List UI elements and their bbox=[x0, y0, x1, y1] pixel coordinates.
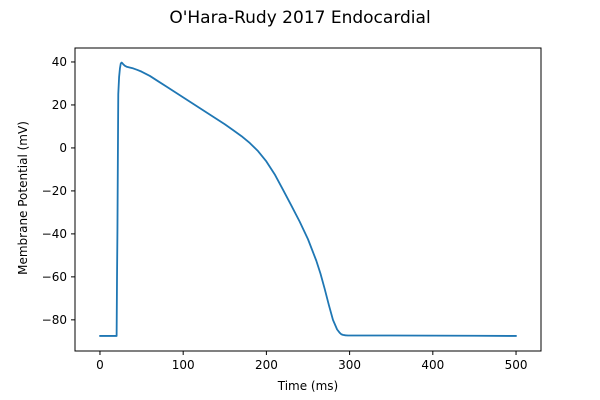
x-axis: 0 100 200 300 400 500 bbox=[96, 351, 527, 372]
plot-frame bbox=[74, 47, 542, 352]
y-axis: −80 −60 −40 −20 0 20 40 bbox=[42, 55, 75, 327]
x-axis-label: Time (ms) bbox=[277, 379, 339, 393]
y-tick-label-3: −20 bbox=[42, 184, 67, 198]
y-tick-label-2: −40 bbox=[42, 227, 67, 241]
y-tick-label-0: −80 bbox=[42, 313, 67, 327]
y-axis-label: Membrane Potential (mV) bbox=[16, 121, 30, 275]
y-tick-label-4: 0 bbox=[59, 141, 67, 155]
y-tick-label-5: 20 bbox=[52, 98, 67, 112]
plot-area bbox=[74, 47, 542, 352]
x-tick-label-3: 300 bbox=[338, 358, 361, 372]
y-tick-label-1: −60 bbox=[42, 270, 67, 284]
x-tick-label-4: 400 bbox=[421, 358, 444, 372]
x-tick-label-5: 500 bbox=[505, 358, 528, 372]
x-tick-label-1: 100 bbox=[172, 358, 195, 372]
x-tick-label-0: 0 bbox=[96, 358, 104, 372]
x-tick-label-2: 200 bbox=[255, 358, 278, 372]
y-tick-label-6: 40 bbox=[52, 55, 67, 69]
chart-title: O'Hara-Rudy 2017 Endocardial bbox=[169, 8, 430, 28]
series-line-0 bbox=[99, 61, 517, 337]
